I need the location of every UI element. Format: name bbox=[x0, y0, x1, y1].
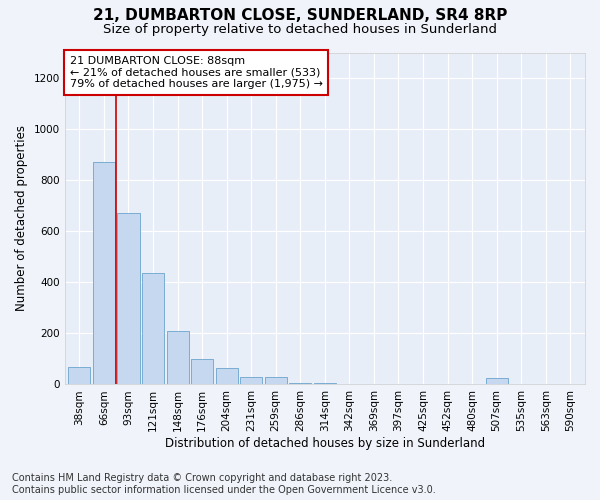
Bar bbox=[314, 383, 336, 384]
Bar bbox=[118, 214, 140, 384]
Bar bbox=[289, 383, 311, 384]
Bar bbox=[191, 359, 213, 384]
X-axis label: Distribution of detached houses by size in Sunderland: Distribution of detached houses by size … bbox=[165, 437, 485, 450]
Bar bbox=[265, 377, 287, 384]
Bar bbox=[240, 377, 262, 384]
Text: Size of property relative to detached houses in Sunderland: Size of property relative to detached ho… bbox=[103, 22, 497, 36]
Bar bbox=[93, 162, 115, 384]
Text: 21, DUMBARTON CLOSE, SUNDERLAND, SR4 8RP: 21, DUMBARTON CLOSE, SUNDERLAND, SR4 8RP bbox=[93, 8, 507, 22]
Bar bbox=[215, 368, 238, 384]
Text: 21 DUMBARTON CLOSE: 88sqm
← 21% of detached houses are smaller (533)
79% of deta: 21 DUMBARTON CLOSE: 88sqm ← 21% of detac… bbox=[70, 56, 323, 89]
Y-axis label: Number of detached properties: Number of detached properties bbox=[15, 126, 28, 312]
Bar bbox=[68, 367, 91, 384]
Bar bbox=[142, 274, 164, 384]
Text: Contains HM Land Registry data © Crown copyright and database right 2023.
Contai: Contains HM Land Registry data © Crown c… bbox=[12, 474, 436, 495]
Bar bbox=[167, 331, 188, 384]
Bar bbox=[485, 378, 508, 384]
